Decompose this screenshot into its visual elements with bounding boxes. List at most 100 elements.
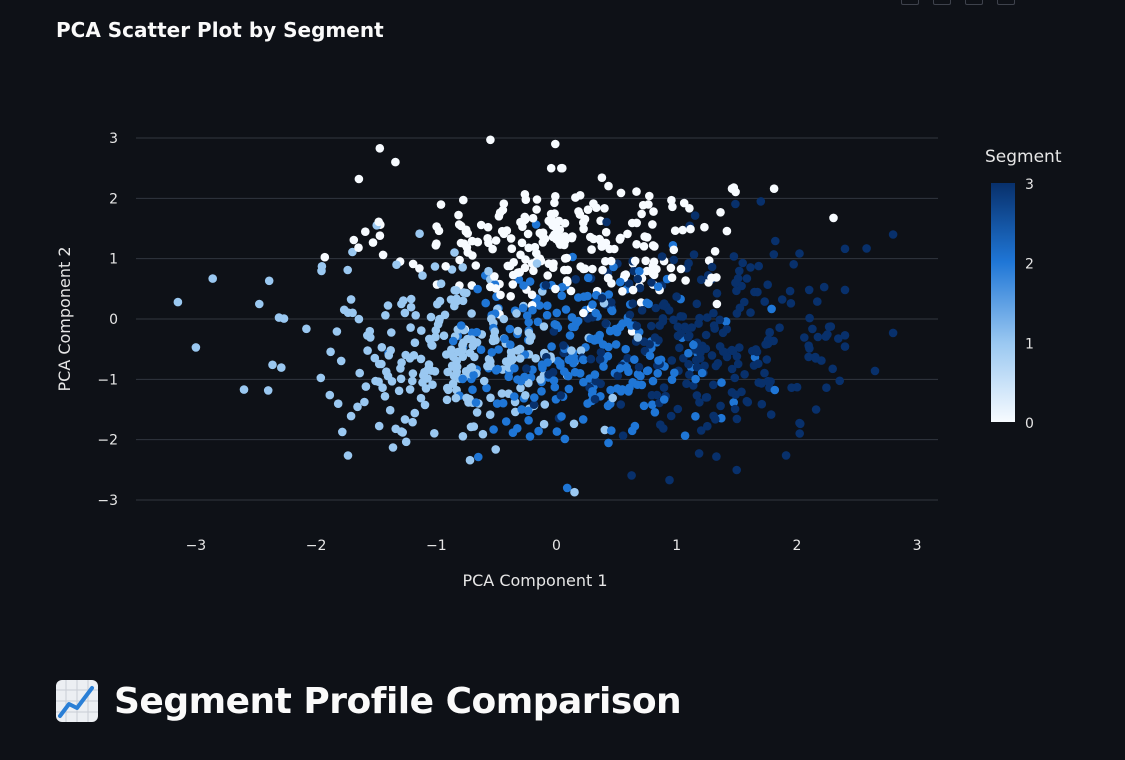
scatter-point[interactable] [549, 376, 559, 385]
scatter-point[interactable] [501, 357, 511, 366]
scatter-point[interactable] [732, 286, 741, 296]
scatter-point[interactable] [474, 452, 483, 462]
scatter-point[interactable] [522, 311, 532, 321]
scatter-point[interactable] [420, 367, 429, 377]
scatter-point[interactable] [524, 318, 533, 327]
scatter-point[interactable] [716, 401, 725, 411]
scatter-point[interactable] [473, 284, 482, 294]
scatter-point[interactable] [556, 358, 565, 368]
scatter-point[interactable] [524, 416, 533, 425]
scatter-point[interactable] [792, 382, 802, 392]
scatter-point[interactable] [770, 385, 780, 395]
scatter-point[interactable] [525, 277, 535, 286]
chart-modebar[interactable] [901, 0, 1015, 5]
scatter-point[interactable] [804, 285, 814, 295]
scatter-point[interactable] [811, 405, 821, 414]
scatter-point[interactable] [602, 217, 611, 227]
scatter-point[interactable] [316, 373, 326, 383]
scatter-point[interactable] [497, 389, 507, 398]
scatter-point[interactable] [361, 227, 370, 236]
scatter-point[interactable] [406, 302, 416, 312]
scatter-point[interactable] [471, 261, 481, 270]
scatter-point[interactable] [624, 279, 634, 288]
scatter-point[interactable] [458, 374, 468, 384]
scatter-point[interactable] [361, 382, 371, 391]
scatter-point[interactable] [769, 250, 779, 259]
scatter-point[interactable] [378, 383, 387, 393]
scatter-point[interactable] [618, 287, 627, 296]
scatter-point[interactable] [410, 408, 420, 418]
scatter-point[interactable] [680, 322, 690, 332]
scatter-point[interactable] [532, 259, 542, 268]
scatter-point[interactable] [450, 301, 459, 311]
scatter-point[interactable] [254, 299, 264, 309]
scatter-point[interactable] [494, 345, 503, 354]
scatter-point[interactable] [786, 299, 796, 308]
scatter-point[interactable] [471, 398, 481, 407]
scatter-point[interactable] [472, 408, 482, 417]
scatter-point[interactable] [735, 343, 744, 352]
scatter-point[interactable] [491, 366, 501, 375]
scatter-point[interactable] [268, 360, 277, 370]
scatter-point[interactable] [641, 256, 650, 266]
scatter-point[interactable] [689, 340, 698, 350]
scatter-point[interactable] [532, 195, 542, 204]
scatter-point[interactable] [533, 317, 543, 327]
scatter-point[interactable] [491, 335, 500, 345]
scatter-point[interactable] [567, 346, 576, 355]
scatter-point[interactable] [491, 236, 501, 245]
scatter-point[interactable] [676, 312, 685, 321]
scatter-point[interactable] [431, 241, 441, 250]
scatter-point[interactable] [381, 311, 390, 320]
scatter-point[interactable] [597, 173, 607, 182]
scatter-point[interactable] [769, 184, 779, 193]
scatter-point[interactable] [397, 427, 406, 436]
scatter-point[interactable] [459, 195, 468, 205]
scatter-point[interactable] [528, 213, 538, 223]
scatter-point[interactable] [513, 326, 523, 336]
scatter-point[interactable] [481, 298, 491, 308]
scatter-point[interactable] [673, 322, 683, 332]
scatter-point[interactable] [401, 437, 411, 447]
scatter-point[interactable] [338, 427, 347, 437]
scatter-point[interactable] [476, 220, 486, 230]
scatter-point[interactable] [208, 274, 217, 283]
scatter-point[interactable] [543, 301, 552, 311]
scatter-point[interactable] [709, 380, 718, 390]
scatter-point[interactable] [624, 367, 633, 377]
scatter-point[interactable] [263, 386, 273, 395]
scatter-point[interactable] [751, 345, 761, 354]
scatter-point[interactable] [756, 197, 766, 206]
scatter-point[interactable] [684, 348, 693, 358]
scatter-point[interactable] [464, 398, 473, 407]
scatter-point[interactable] [644, 299, 653, 309]
scatter-point[interactable] [579, 308, 588, 318]
scatter-point[interactable] [543, 358, 552, 367]
scatter-point[interactable] [416, 393, 426, 403]
scatter-point[interactable] [505, 324, 515, 334]
scatter-point[interactable] [532, 205, 541, 214]
scatter-point[interactable] [396, 374, 406, 384]
scatter-point[interactable] [513, 424, 522, 433]
scatter-point[interactable] [550, 382, 560, 392]
scatter-point[interactable] [510, 363, 519, 373]
scatter-point[interactable] [732, 309, 742, 318]
scatter-point[interactable] [731, 278, 740, 288]
scatter-point[interactable] [509, 258, 518, 267]
scatter-point[interactable] [302, 324, 311, 334]
scatter-point[interactable] [562, 253, 572, 263]
scatter-point[interactable] [506, 234, 516, 243]
scatter-point[interactable] [715, 315, 725, 325]
scatter-point[interactable] [515, 354, 525, 363]
scatter-point[interactable] [538, 363, 547, 373]
scatter-point[interactable] [670, 368, 679, 378]
scatter-point[interactable] [588, 387, 597, 396]
scatter-point[interactable] [632, 321, 642, 331]
scatter-point[interactable] [336, 356, 346, 366]
scatter-point[interactable] [654, 356, 663, 365]
scatter-point[interactable] [633, 274, 642, 284]
scatter-point[interactable] [668, 202, 677, 212]
scatter-point[interactable] [633, 380, 642, 390]
scatter-point[interactable] [588, 300, 597, 309]
scatter-point[interactable] [757, 399, 767, 409]
